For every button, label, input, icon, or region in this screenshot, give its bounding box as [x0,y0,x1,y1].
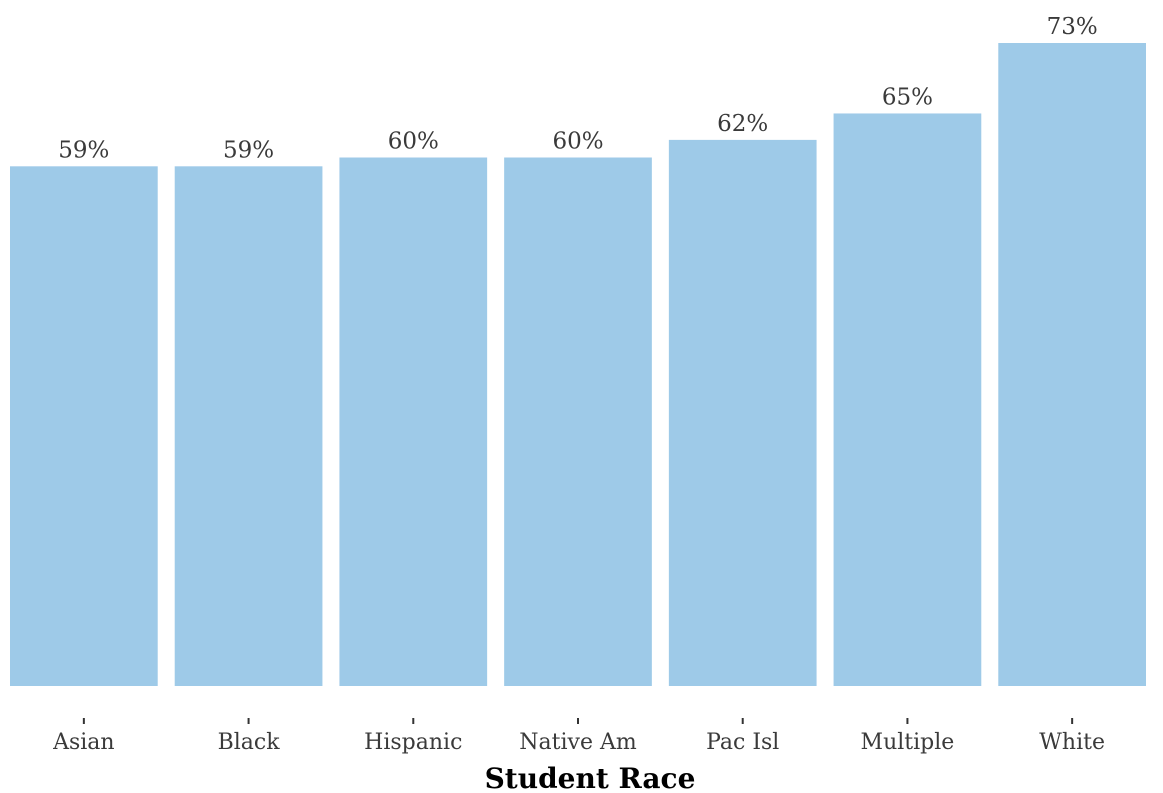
value-label: 65% [882,84,933,110]
x-tick-label: Native Am [519,730,637,755]
x-ticks-group [82,718,1074,724]
x-tick-label: Hispanic [364,730,462,755]
value-label: 73% [1047,14,1098,40]
x-tick-label: Pac Isl [706,730,779,755]
bar-native-am [504,157,652,687]
value-label: 60% [552,129,603,155]
bars-group [10,43,1146,687]
x-tick-label: Black [218,730,281,755]
bar-black [174,166,323,686]
x-tick-labels-group: Asian Black Hispanic Native Am Pac Isl Multip… [52,730,1105,755]
bar-hispanic [339,157,488,687]
value-label: 59% [58,137,109,163]
x-tick-label: Asian [52,730,115,755]
bar-asian [10,166,158,686]
x-tick-label: White [1039,730,1105,755]
bar-white [998,43,1146,686]
bar-multiple [833,113,982,686]
x-axis-title: Student Race [485,762,696,793]
value-label: 59% [223,137,274,163]
bar-pac-isl [668,139,817,687]
value-label: 62% [717,111,768,137]
value-label: 60% [388,129,439,155]
value-labels-group: 59% 59% 60% 60% 62% 65% 73% [58,14,1097,163]
x-tick-label: Multiple [861,730,955,755]
